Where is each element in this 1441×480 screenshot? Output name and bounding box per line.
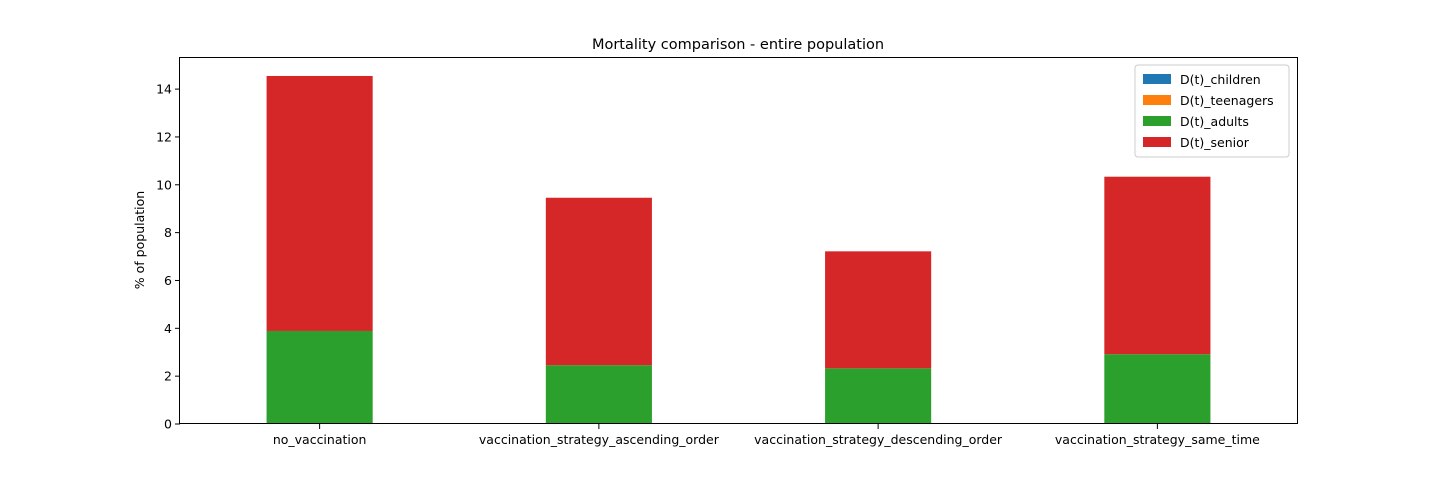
- y-tick-label: 8: [164, 225, 172, 240]
- y-tick-label: 14: [156, 82, 172, 97]
- chart-title: Mortality comparison - entire population: [592, 37, 884, 53]
- x-tick-label: vaccination_strategy_same_time: [1055, 432, 1260, 447]
- bar-D(t)_adults-vaccination_strategy_ascending_order: [546, 365, 652, 424]
- legend-swatch: [1143, 137, 1171, 147]
- x-tick-label: vaccination_strategy_ascending_order: [479, 432, 720, 447]
- legend-label: D(t)_teenagers: [1180, 93, 1274, 108]
- bar-D(t)_adults-no_vaccination: [267, 331, 373, 424]
- bar-D(t)_senior-vaccination_strategy_descending_order: [825, 251, 931, 368]
- x-tick-label: vaccination_strategy_descending_order: [754, 432, 1003, 447]
- legend-label: D(t)_adults: [1180, 114, 1249, 129]
- bars-group: [267, 76, 1211, 424]
- x-axis: no_vaccination vaccination_strategy_ascen…: [273, 424, 1260, 447]
- legend-swatch: [1143, 95, 1171, 105]
- bar-D(t)_senior-vaccination_strategy_ascending_order: [546, 198, 652, 365]
- y-tick-label: 10: [156, 177, 172, 192]
- y-tick-label: 6: [164, 273, 172, 288]
- bar-D(t)_senior-vaccination_strategy_same_time: [1104, 177, 1210, 354]
- bar-D(t)_senior-no_vaccination: [267, 76, 373, 331]
- y-tick-label: 0: [164, 417, 172, 432]
- legend-swatch: [1143, 116, 1171, 126]
- y-tick-label: 4: [164, 321, 172, 336]
- y-tick-label: 12: [156, 129, 172, 144]
- bar-D(t)_adults-vaccination_strategy_descending_order: [825, 368, 931, 423]
- y-tick-label: 2: [164, 369, 172, 384]
- y-axis-label: % of population: [132, 191, 147, 289]
- x-tick-label: no_vaccination: [273, 432, 367, 447]
- legend-label: D(t)_children: [1180, 72, 1261, 87]
- legend-swatch: [1143, 74, 1171, 84]
- legend: D(t)_children D(t)_teenagers D(t)_adults D(…: [1135, 65, 1289, 157]
- legend-label: D(t)_senior: [1180, 135, 1250, 150]
- bar-D(t)_adults-vaccination_strategy_same_time: [1104, 354, 1210, 424]
- y-axis: 0 2 4 6 8 10 12 14: [156, 82, 180, 432]
